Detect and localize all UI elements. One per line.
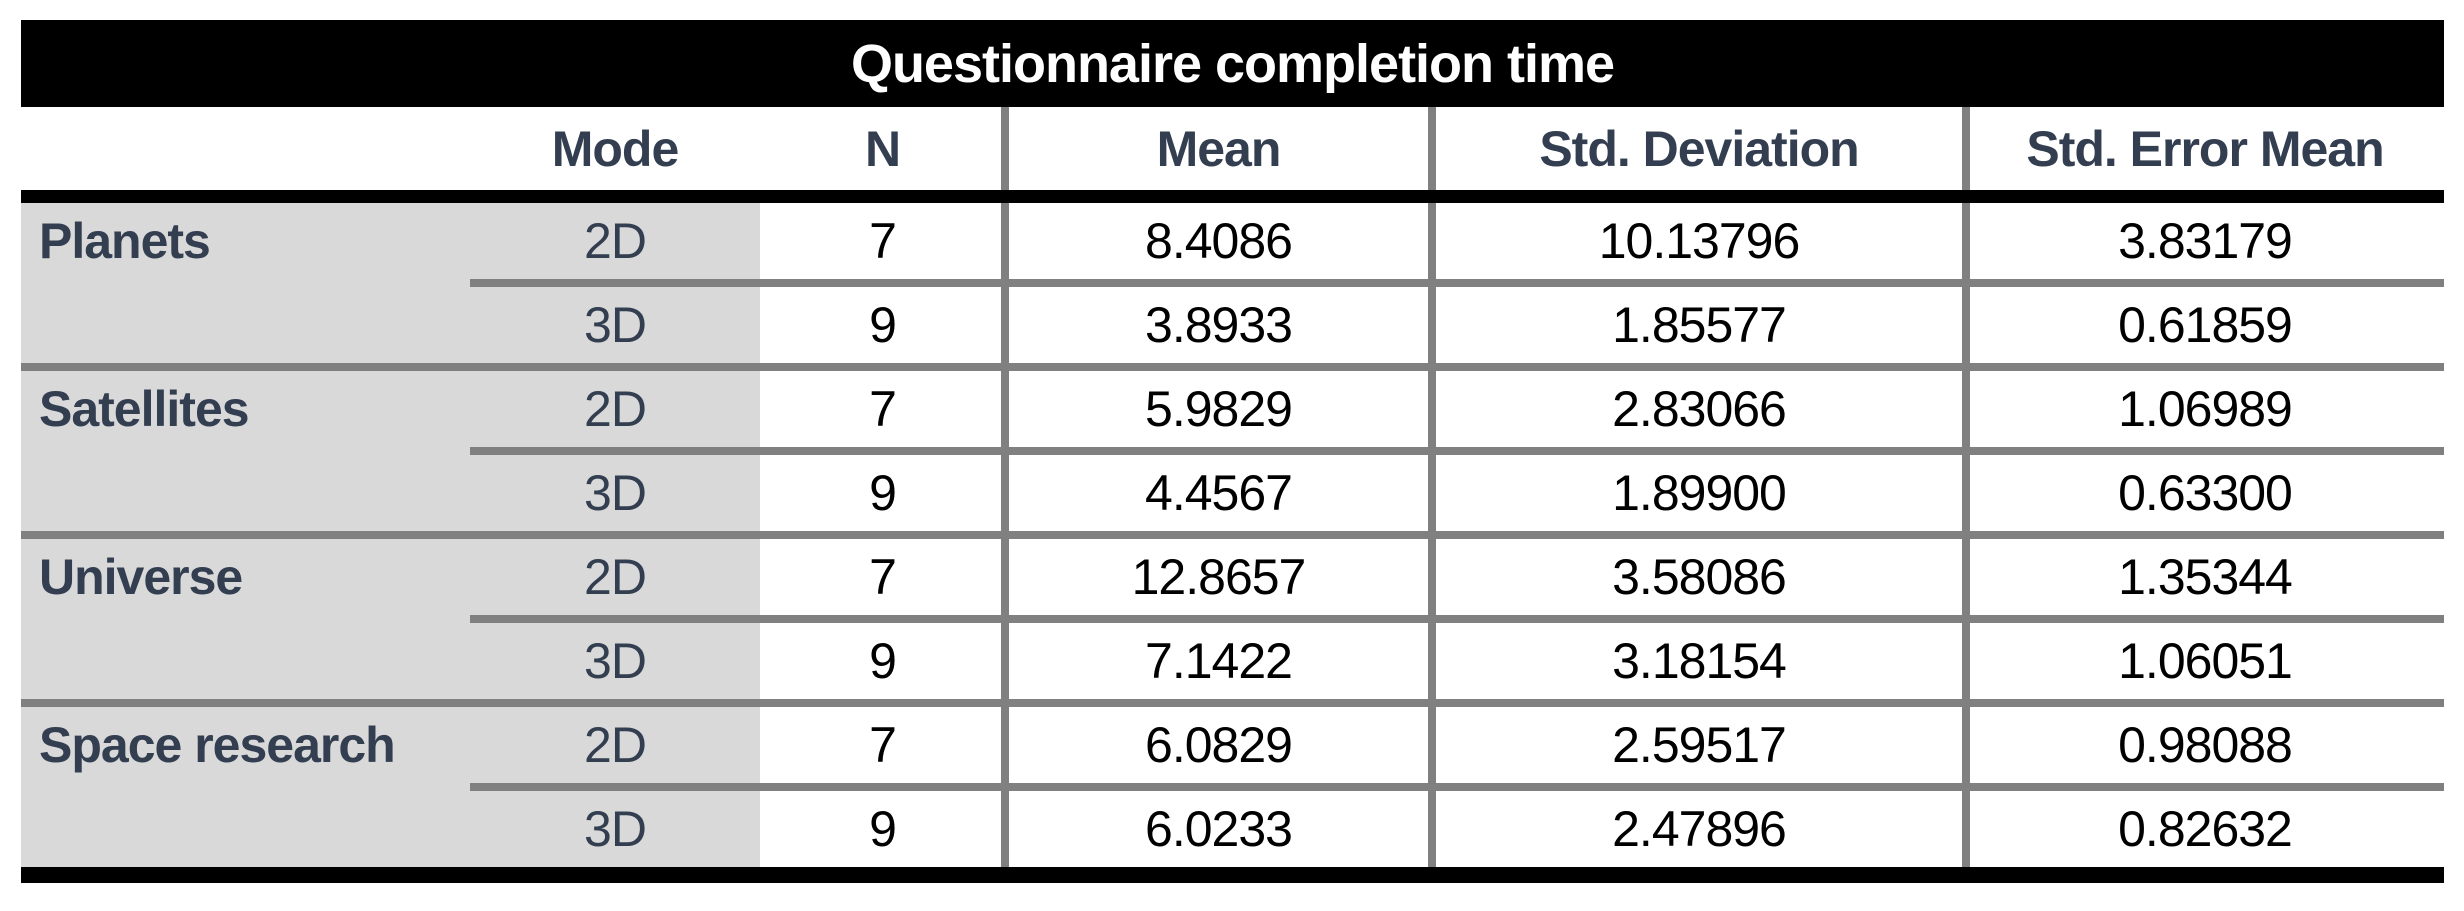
mode-cell: 3D: [470, 623, 760, 699]
col-header-std-error-mean: Std. Error Mean: [2026, 120, 2384, 177]
col-header-rowlabel: [21, 107, 470, 190]
mode-cell: 3D: [470, 287, 760, 363]
table-title-bar: Questionnaire completion time: [21, 20, 2444, 107]
col-header-mode: Mode: [551, 120, 680, 177]
mode-cell: 2D: [470, 707, 760, 783]
std-error-mean-cell: 0.61859: [1966, 287, 2444, 363]
std-error-mean-cell: 1.35344: [1966, 539, 2444, 615]
table-row: Satellites 2D 7 5.9829 2.83066 1.06989: [21, 371, 2444, 447]
n-cell: 9: [760, 791, 1005, 867]
table-row: 3D 9 7.1422 3.18154 1.06051: [21, 623, 2444, 699]
std-deviation-cell: 3.58086: [1432, 539, 1966, 615]
n-cell: 7: [760, 371, 1005, 447]
row-label: Satellites: [21, 371, 470, 447]
mean-cell: 4.4567: [1005, 455, 1432, 531]
mean-cell: 6.0233: [1005, 791, 1432, 867]
std-error-mean-cell: 0.63300: [1966, 455, 2444, 531]
col-header-mean: Mean: [1156, 120, 1282, 177]
table-row: Space research 2D 7 6.0829 2.59517 0.980…: [21, 707, 2444, 783]
n-cell: 7: [760, 203, 1005, 279]
row-label: Space research: [21, 707, 470, 783]
col-header-n: N: [864, 120, 901, 177]
mean-cell: 12.8657: [1005, 539, 1432, 615]
table-row: 3D 9 4.4567 1.89900 0.63300: [21, 455, 2444, 531]
row-separator-line: [470, 783, 2444, 791]
row-separator: [21, 279, 2444, 287]
mean-cell: 6.0829: [1005, 707, 1432, 783]
table-row: Planets 2D 7 8.4086 10.13796 3.83179: [21, 203, 2444, 279]
group-separator: [21, 531, 2444, 539]
std-deviation-cell: 10.13796: [1432, 203, 1966, 279]
n-cell: 7: [760, 707, 1005, 783]
mode-cell: 2D: [470, 371, 760, 447]
mode-cell: 3D: [470, 455, 760, 531]
std-deviation-cell: 3.18154: [1432, 623, 1966, 699]
n-cell: 9: [760, 455, 1005, 531]
row-separator-spacer: [21, 447, 470, 455]
table-title: Questionnaire completion time: [850, 33, 1615, 94]
column-divider-n-mean: [1001, 107, 1009, 867]
row-label: [21, 287, 470, 363]
std-error-mean-cell: 0.82632: [1966, 791, 2444, 867]
row-label: Universe: [21, 539, 470, 615]
row-separator: [21, 447, 2444, 455]
std-deviation-cell: 2.59517: [1432, 707, 1966, 783]
header-underline: [21, 190, 2444, 203]
row-label: [21, 455, 470, 531]
col-header-std-deviation: Std. Deviation: [1539, 120, 1859, 177]
row-separator-spacer: [21, 615, 470, 623]
n-cell: 7: [760, 539, 1005, 615]
n-cell: 9: [760, 623, 1005, 699]
table-row: 3D 9 3.8933 1.85577 0.61859: [21, 287, 2444, 363]
std-deviation-cell: 1.85577: [1432, 287, 1966, 363]
std-error-mean-cell: 0.98088: [1966, 707, 2444, 783]
row-separator-line: [470, 279, 2444, 287]
mean-cell: 7.1422: [1005, 623, 1432, 699]
mode-cell: 3D: [470, 791, 760, 867]
std-deviation-cell: 2.47896: [1432, 791, 1966, 867]
mean-cell: 3.8933: [1005, 287, 1432, 363]
table-bottom-border: [21, 867, 2444, 883]
std-deviation-cell: 1.89900: [1432, 455, 1966, 531]
std-deviation-cell: 2.83066: [1432, 371, 1966, 447]
table-row: 3D 9 6.0233 2.47896 0.82632: [21, 791, 2444, 867]
row-separator: [21, 783, 2444, 791]
statistics-table: Questionnaire completion time Mode N Mea…: [21, 20, 2444, 883]
row-separator-spacer: [21, 783, 470, 791]
row-separator-line: [470, 447, 2444, 455]
group-separator: [21, 363, 2444, 371]
column-divider-mean-stddev: [1428, 107, 1436, 867]
mode-cell: 2D: [470, 203, 760, 279]
group-separator: [21, 699, 2444, 707]
column-divider-stddev-stderr: [1962, 107, 1970, 867]
mode-cell: 2D: [470, 539, 760, 615]
row-separator: [21, 615, 2444, 623]
row-label: [21, 623, 470, 699]
std-error-mean-cell: 1.06051: [1966, 623, 2444, 699]
n-cell: 9: [760, 287, 1005, 363]
std-error-mean-cell: 1.06989: [1966, 371, 2444, 447]
mean-cell: 8.4086: [1005, 203, 1432, 279]
mean-cell: 5.9829: [1005, 371, 1432, 447]
header-row: Mode N Mean Std. Deviation Std. Error Me…: [21, 107, 2444, 190]
table-row: Universe 2D 7 12.8657 3.58086 1.35344: [21, 539, 2444, 615]
row-separator-spacer: [21, 279, 470, 287]
std-error-mean-cell: 3.83179: [1966, 203, 2444, 279]
row-label: Planets: [21, 203, 470, 279]
row-separator-line: [470, 615, 2444, 623]
row-label: [21, 791, 470, 867]
